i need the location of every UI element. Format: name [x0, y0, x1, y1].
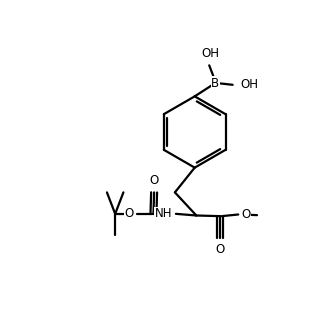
Text: OH: OH [240, 78, 258, 91]
Text: OH: OH [202, 47, 220, 60]
Text: O: O [149, 175, 159, 187]
Text: O: O [241, 208, 250, 221]
Text: B: B [211, 77, 219, 90]
Text: NH: NH [154, 207, 172, 220]
Text: O: O [215, 243, 225, 256]
Text: O: O [124, 207, 134, 220]
